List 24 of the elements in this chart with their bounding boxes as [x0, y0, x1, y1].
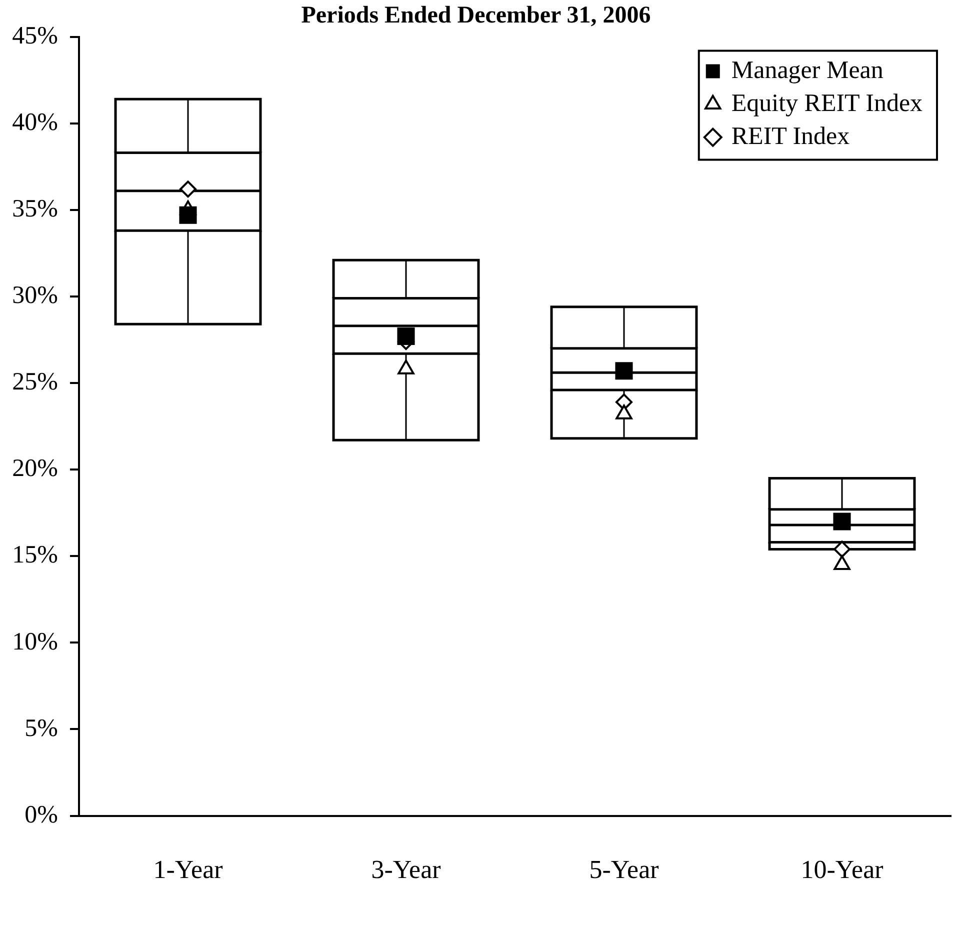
y-tick-label: 15% [12, 542, 58, 569]
y-tick-label: 20% [12, 455, 58, 482]
y-tick-label: 45% [12, 22, 58, 50]
x-tick-label: 3-Year [371, 855, 442, 884]
point [397, 328, 415, 346]
point [833, 512, 851, 530]
y-tick-label: 0% [24, 801, 58, 828]
y-tick-label: 30% [12, 282, 58, 310]
x-tick-label: 5-Year [589, 855, 660, 884]
x-tick-label: 10-Year [800, 855, 884, 884]
chart-title: Periods Ended December 31, 2006 [301, 2, 651, 29]
point [834, 540, 850, 558]
y-tick-label: 25% [12, 368, 58, 396]
y-tick-label: 5% [24, 714, 58, 742]
point [615, 362, 633, 380]
x-tick-label: 1-Year [153, 855, 224, 884]
legend-label: Equity REIT Index [731, 90, 924, 117]
legend-label: Manager Mean [731, 56, 884, 84]
y-tick-label: 35% [12, 195, 58, 222]
y-tick-label: 40% [12, 108, 58, 136]
point [180, 180, 196, 198]
y-tick-label: 10% [12, 628, 58, 656]
legend-label: REIT Index [731, 122, 850, 150]
point [179, 206, 197, 224]
